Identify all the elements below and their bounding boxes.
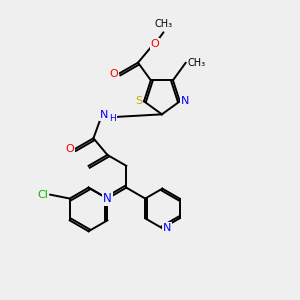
Text: H: H [110,114,116,123]
Text: N: N [181,96,189,106]
Text: O: O [151,39,159,49]
Text: CH₃: CH₃ [154,19,172,29]
Text: N: N [163,223,172,233]
Text: N: N [103,192,112,205]
Text: O: O [65,144,74,154]
Text: CH₃: CH₃ [188,58,206,68]
Text: Cl: Cl [38,190,48,200]
Text: N: N [100,110,108,120]
Text: O: O [110,68,118,79]
Text: S: S [136,96,142,106]
